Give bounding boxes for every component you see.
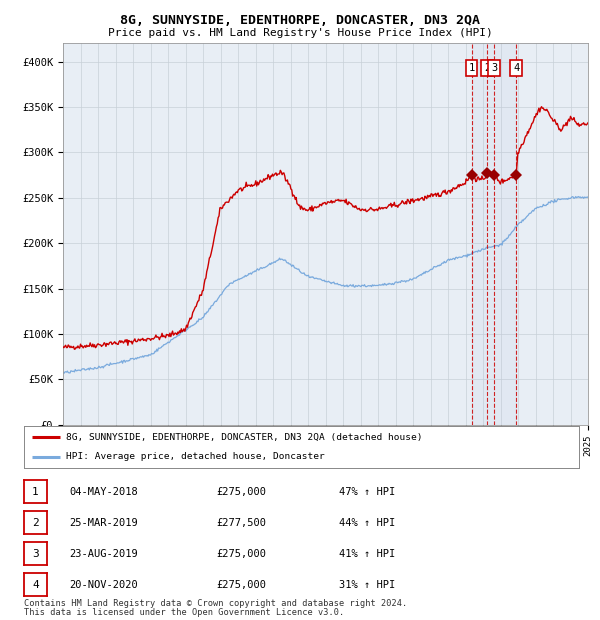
Text: 3: 3 [32, 549, 39, 559]
Text: £275,000: £275,000 [216, 580, 266, 590]
Text: 47% ↑ HPI: 47% ↑ HPI [339, 487, 395, 497]
Text: £277,500: £277,500 [216, 518, 266, 528]
Text: 1: 1 [469, 63, 475, 73]
Text: 25-MAR-2019: 25-MAR-2019 [69, 518, 138, 528]
Text: 8G, SUNNYSIDE, EDENTHORPE, DONCASTER, DN3 2QA: 8G, SUNNYSIDE, EDENTHORPE, DONCASTER, DN… [120, 14, 480, 27]
Text: 4: 4 [513, 63, 519, 73]
Text: 20-NOV-2020: 20-NOV-2020 [69, 580, 138, 590]
Text: 8G, SUNNYSIDE, EDENTHORPE, DONCASTER, DN3 2QA (detached house): 8G, SUNNYSIDE, EDENTHORPE, DONCASTER, DN… [65, 433, 422, 442]
Text: 3: 3 [491, 63, 497, 73]
Text: 1: 1 [32, 487, 39, 497]
Text: Price paid vs. HM Land Registry's House Price Index (HPI): Price paid vs. HM Land Registry's House … [107, 28, 493, 38]
Text: Contains HM Land Registry data © Crown copyright and database right 2024.: Contains HM Land Registry data © Crown c… [24, 598, 407, 608]
Text: 44% ↑ HPI: 44% ↑ HPI [339, 518, 395, 528]
Text: 41% ↑ HPI: 41% ↑ HPI [339, 549, 395, 559]
Text: 4: 4 [32, 580, 39, 590]
Text: 2: 2 [484, 63, 490, 73]
Text: £275,000: £275,000 [216, 487, 266, 497]
Text: 31% ↑ HPI: 31% ↑ HPI [339, 580, 395, 590]
Text: 23-AUG-2019: 23-AUG-2019 [69, 549, 138, 559]
Text: 2: 2 [32, 518, 39, 528]
Text: HPI: Average price, detached house, Doncaster: HPI: Average price, detached house, Donc… [65, 452, 325, 461]
Bar [472, 43, 516, 425]
Text: This data is licensed under the Open Government Licence v3.0.: This data is licensed under the Open Gov… [24, 608, 344, 617]
Text: 04-MAY-2018: 04-MAY-2018 [69, 487, 138, 497]
Text: £275,000: £275,000 [216, 549, 266, 559]
